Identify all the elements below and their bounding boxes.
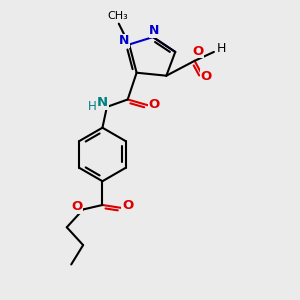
Text: N: N (119, 34, 129, 47)
Text: CH₃: CH₃ (108, 11, 129, 21)
Text: O: O (149, 98, 160, 111)
Text: O: O (72, 200, 83, 213)
Text: H: H (217, 42, 226, 56)
Text: H: H (88, 100, 96, 113)
Text: O: O (122, 199, 133, 212)
Text: N: N (149, 24, 160, 37)
Text: N: N (97, 96, 108, 109)
Text: O: O (192, 45, 203, 58)
Text: O: O (201, 70, 212, 83)
